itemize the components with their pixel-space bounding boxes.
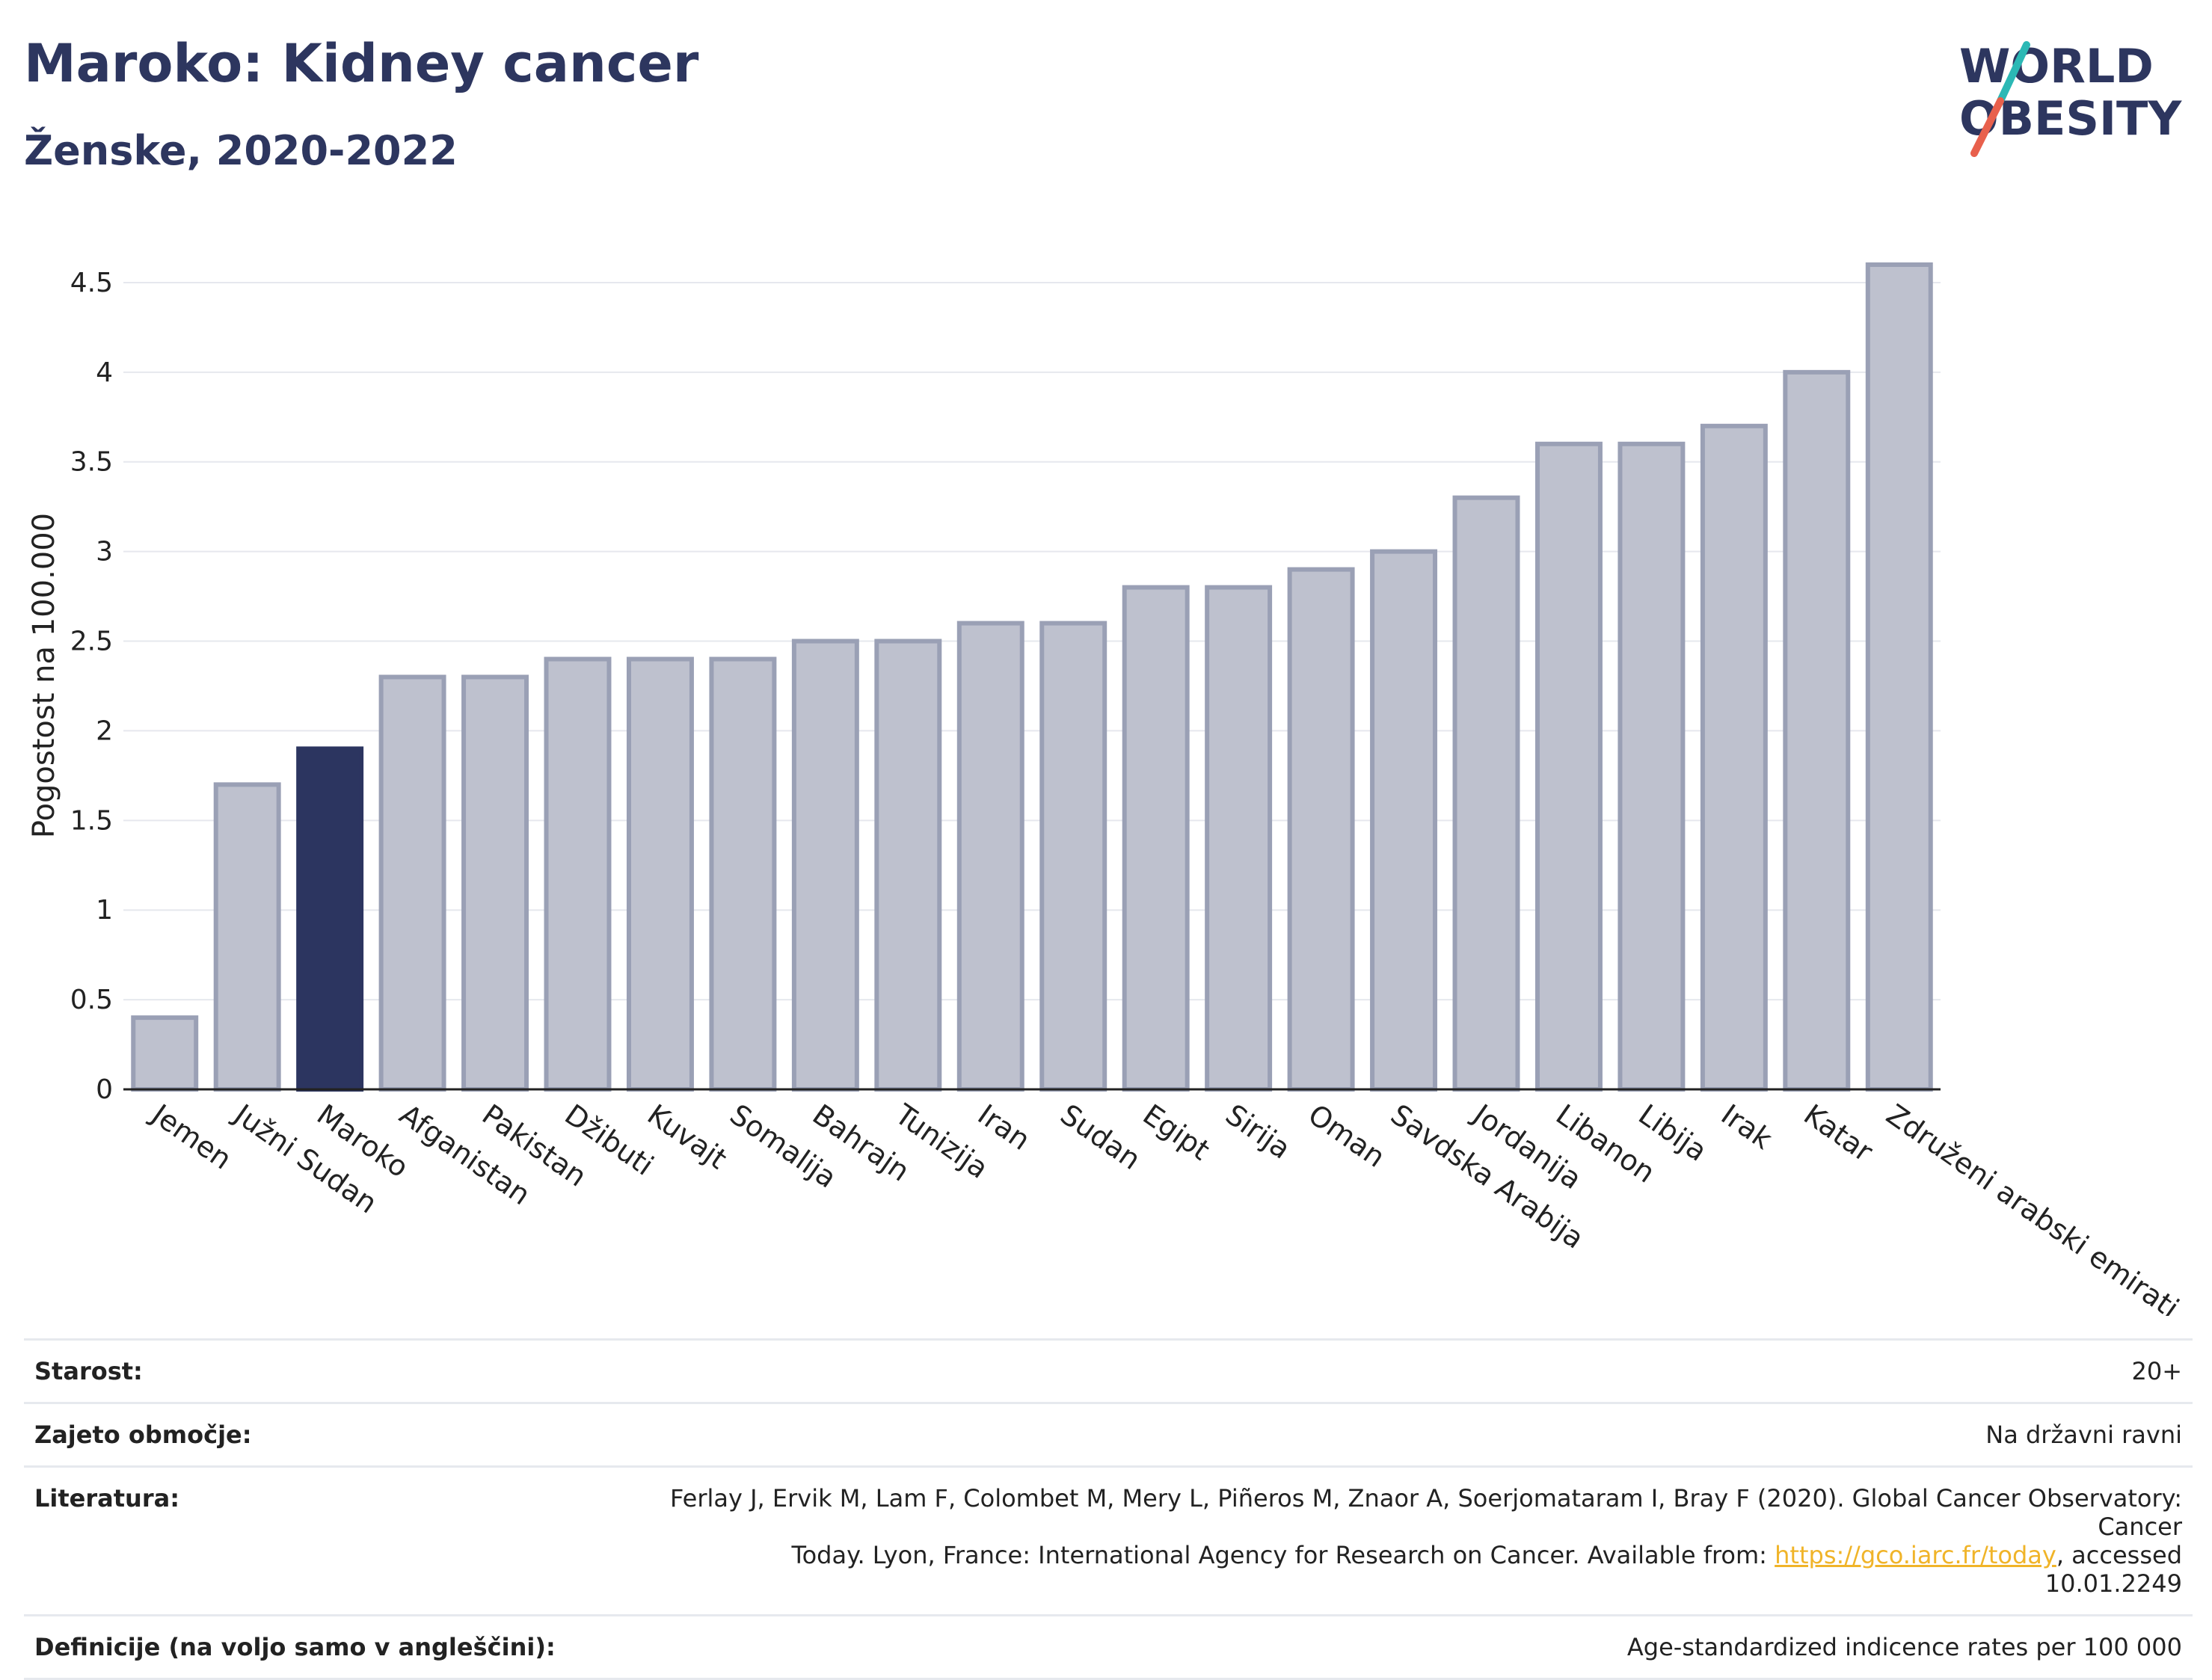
meta-value: Age-standardized indicence rates per 100… bbox=[643, 1614, 2193, 1680]
bar-južni-sudan[interactable] bbox=[213, 782, 281, 1092]
bar-jemen[interactable] bbox=[131, 1015, 199, 1092]
meta-key: Starost: bbox=[24, 1338, 643, 1404]
x-tick-label: Irak bbox=[1715, 1098, 1778, 1155]
meta-row-age: Starost: 20+ bbox=[24, 1338, 2193, 1404]
bar-iran[interactable] bbox=[956, 621, 1024, 1092]
bar-afganistan[interactable] bbox=[378, 674, 446, 1092]
reference-link[interactable]: https://gco.iarc.fr/today bbox=[1775, 1541, 2056, 1569]
y-tick-label: 4 bbox=[96, 357, 113, 388]
y-tick-label: 1.5 bbox=[70, 805, 113, 836]
metadata-table: Starost: 20+ Zajeto območje: Na državni … bbox=[24, 1338, 2193, 1680]
x-tick-label: Združeni arabski emirati bbox=[1881, 1098, 2185, 1316]
logo-slash-red bbox=[1970, 97, 2004, 157]
x-tick-label: Sirija bbox=[1220, 1098, 1297, 1165]
world-obesity-logo: WORLD OBESITY bbox=[1959, 39, 2182, 157]
y-tick-label: 3.5 bbox=[70, 447, 113, 478]
y-axis-ticks: 0 0.5 1 1.5 2 2.5 3 3.5 4 4.5 bbox=[70, 268, 113, 1105]
logo-text-obesity: OBESITY bbox=[1959, 91, 2182, 146]
chart-title: Maroko: Kidney cancer bbox=[24, 33, 699, 94]
bar-libija[interactable] bbox=[1617, 441, 1686, 1092]
y-axis-label: Pogostost na 100.000 bbox=[27, 513, 61, 838]
x-tick-label: Katar bbox=[1798, 1098, 1879, 1168]
bar-savdska-arabija[interactable] bbox=[1370, 549, 1438, 1092]
reference-line-2-pre: Today. Lyon, France: International Agenc… bbox=[791, 1541, 1775, 1569]
meta-key: Zajeto območje: bbox=[24, 1402, 643, 1468]
meta-row-references: Literatura: Ferlay J, Ervik M, Lam F, Co… bbox=[24, 1465, 2193, 1616]
meta-row-coverage: Zajeto območje: Na državni ravni bbox=[24, 1402, 2193, 1468]
bar-sirija[interactable] bbox=[1205, 585, 1273, 1092]
y-tick-label: 0 bbox=[96, 1074, 113, 1105]
reference-line-1: Ferlay J, Ervik M, Lam F, Colombet M, Me… bbox=[670, 1484, 2182, 1541]
bar-združeni-arabski-emirati[interactable] bbox=[1865, 262, 1933, 1092]
logo-text-world: WORLD bbox=[1959, 39, 2154, 93]
x-tick-label: Oman bbox=[1302, 1098, 1391, 1174]
logo-slash-teal bbox=[1997, 41, 2030, 105]
y-tick-label: 2.5 bbox=[70, 627, 113, 657]
y-tick-label: 1 bbox=[96, 895, 113, 926]
bars bbox=[131, 262, 1933, 1092]
bar-tunizija[interactable] bbox=[874, 639, 942, 1092]
x-tick-label: Jemen bbox=[144, 1097, 237, 1175]
y-tick-label: 3 bbox=[96, 537, 113, 567]
bar-bahrajn[interactable] bbox=[791, 639, 859, 1092]
meta-value: 20+ bbox=[643, 1338, 2193, 1404]
bar-jordanija[interactable] bbox=[1452, 495, 1520, 1092]
bar-sudan[interactable] bbox=[1039, 621, 1107, 1092]
bar-libanon[interactable] bbox=[1534, 441, 1603, 1092]
bar-pakistan[interactable] bbox=[461, 674, 529, 1092]
bar-oman[interactable] bbox=[1287, 567, 1355, 1092]
bar-maroko[interactable] bbox=[296, 746, 364, 1092]
y-tick-label: 0.5 bbox=[70, 985, 113, 1015]
meta-key: Definicije (na voljo samo v angleščini): bbox=[24, 1614, 643, 1680]
meta-key: Literatura: bbox=[24, 1465, 643, 1616]
bar-kuvajt[interactable] bbox=[626, 656, 694, 1092]
chart-subtitle: Ženske, 2020-2022 bbox=[24, 127, 458, 174]
x-tick-label: Iran bbox=[972, 1098, 1036, 1157]
x-tick-label: Sudan bbox=[1054, 1098, 1146, 1176]
meta-value: Na državni ravni bbox=[643, 1402, 2193, 1468]
x-tick-label: Egipt bbox=[1137, 1098, 1216, 1166]
bar-džibuti[interactable] bbox=[544, 656, 612, 1092]
meta-row-definitions: Definicije (na voljo samo v angleščini):… bbox=[24, 1614, 2193, 1680]
bar-egipt[interactable] bbox=[1122, 585, 1190, 1092]
bar-irak[interactable] bbox=[1700, 423, 1768, 1092]
reference-line-2-post: , accessed 10.01.2249 bbox=[2044, 1541, 2182, 1598]
meta-value-reference: Ferlay J, Ervik M, Lam F, Colombet M, Me… bbox=[643, 1465, 2193, 1616]
bar-katar[interactable] bbox=[1783, 369, 1851, 1092]
y-tick-label: 4.5 bbox=[70, 268, 113, 298]
x-tick-label: Kuvajt bbox=[642, 1098, 733, 1175]
y-tick-label: 2 bbox=[96, 716, 113, 746]
bar-somalija[interactable] bbox=[709, 656, 777, 1092]
